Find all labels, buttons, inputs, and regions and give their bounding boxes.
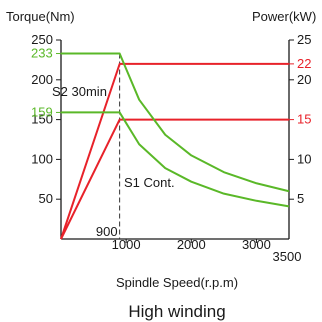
torque-curve-s1 xyxy=(61,111,290,208)
power-curve-s2 xyxy=(60,62,289,240)
chart-caption: High winding xyxy=(128,302,225,321)
x-end-label: 3500 xyxy=(273,249,302,264)
right-tick-label: 25 xyxy=(297,32,311,47)
base-speed-label: 900 xyxy=(96,224,118,239)
left-highlight-tick-label: 159 xyxy=(31,104,53,119)
power-curve-s1 xyxy=(60,118,289,240)
left-tick-label: 50 xyxy=(39,191,53,206)
annotation-s1-cont: S1 Cont. xyxy=(124,175,175,190)
annotation-s2-30min: S2 30min xyxy=(52,84,107,99)
left-tick-label: 200 xyxy=(31,72,53,87)
right-tick-label: 20 xyxy=(297,72,311,87)
left-highlight-tick-label: 233 xyxy=(31,46,53,61)
right-tick-label: 10 xyxy=(297,151,311,166)
x-tick-label: 2000 xyxy=(177,237,206,252)
x-tick-label: 3000 xyxy=(242,237,271,252)
left-tick-label: 100 xyxy=(31,151,53,166)
right-tick-label: 22 xyxy=(297,56,311,71)
left-tick-label: 150 xyxy=(31,112,53,127)
left-axis-title: Torque(Nm) xyxy=(6,9,75,24)
right-tick-label: 15 xyxy=(297,112,311,127)
right-axis-title: Power(kW) xyxy=(252,9,316,24)
x-axis-title: Spindle Speed(r.p.m) xyxy=(116,275,238,290)
left-tick-label: 250 xyxy=(31,32,53,47)
torque-curve-s2 xyxy=(61,52,290,193)
x-tick-label: 1000 xyxy=(112,237,141,252)
right-tick-label: 5 xyxy=(297,191,304,206)
